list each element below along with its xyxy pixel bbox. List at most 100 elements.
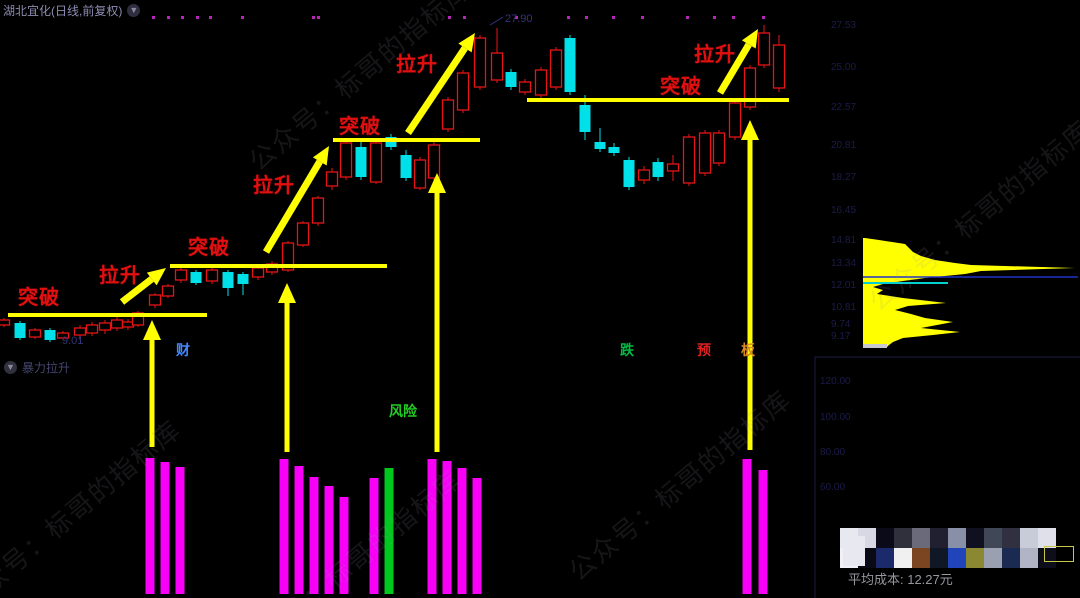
candle-up (712, 132, 726, 164)
candle-up (637, 169, 651, 181)
candle-up (427, 144, 441, 179)
mosaic-cell (876, 548, 894, 568)
candle-up (698, 132, 712, 174)
mosaic-cell (1038, 528, 1056, 548)
volume-bar (427, 459, 437, 594)
volume-bar (472, 478, 482, 594)
price-axis-label: 14.81 (831, 235, 857, 246)
chevron-down-icon[interactable]: ▼ (4, 361, 17, 374)
candle-down (608, 147, 620, 153)
indicator-axis-label: 120.00 (820, 376, 851, 387)
volume-bar (442, 461, 452, 594)
signal-dot (448, 16, 451, 19)
signal-dot (167, 16, 170, 19)
annotation-breakout: 突破 (339, 116, 381, 138)
signal-char: 风险 (389, 403, 417, 419)
candle-down (222, 272, 234, 288)
mosaic-cell (948, 528, 966, 548)
mosaic-blob (843, 536, 865, 566)
mosaic-cell (1002, 528, 1020, 548)
candle-up (281, 242, 295, 271)
mosaic-cell (876, 528, 894, 548)
candle-up (743, 67, 757, 108)
candle-down (237, 274, 249, 284)
annotation-pullup: 拉升 (253, 175, 295, 197)
candle-up (110, 319, 124, 329)
price-axis-label: 20.81 (831, 140, 857, 151)
signal-arrow-shaft (149, 338, 155, 447)
chevron-down-icon[interactable]: ▼ (127, 4, 141, 17)
annotation-arrow-shaft (716, 42, 752, 95)
volume-bar (339, 497, 349, 594)
signal-dot (641, 16, 644, 19)
signal-dot (762, 16, 765, 19)
chip-distribution (863, 238, 1075, 348)
candle-up (339, 142, 353, 178)
candle-down (190, 272, 202, 283)
annotation-breakout: 突破 (660, 76, 702, 98)
signal-arrow-head (741, 120, 759, 140)
mosaic-cell (912, 548, 930, 568)
candle-up (296, 222, 310, 246)
signal-dot (686, 16, 689, 19)
signal-dot (612, 16, 615, 19)
avg-cost-label: 平均成本: 12.27元 (848, 572, 953, 587)
signal-arrow-shaft (747, 138, 753, 450)
price-axis-label: 10.81 (831, 302, 857, 313)
breakout-line (170, 264, 387, 268)
annotation-arrow-head (741, 29, 758, 49)
candle-down (564, 38, 576, 92)
mosaic-cell (912, 528, 930, 548)
price-axis-label: 9.74 (831, 319, 851, 330)
annotation-arrow-head (458, 33, 475, 53)
mosaic-cell (1020, 548, 1038, 568)
signal-dot (585, 16, 588, 19)
signal-dot (152, 16, 155, 19)
annotation-pullup: 拉升 (396, 54, 438, 76)
indicator-header: ▼ 暴力拉升 (4, 359, 70, 376)
candle-down (14, 323, 26, 338)
mosaic-cell (966, 548, 984, 568)
signal-dot (713, 16, 716, 19)
candle-up (772, 44, 786, 89)
signal-dot (312, 16, 315, 19)
volume-bar (457, 468, 467, 594)
high-marker-tick (489, 16, 504, 26)
indicator-axis-label: 80.00 (820, 447, 846, 458)
mosaic-cell (894, 548, 912, 568)
candle-up (56, 332, 70, 339)
indicator-axis-label: 60.00 (820, 482, 846, 493)
annotation-arrow-head (146, 268, 166, 286)
mosaic-cell (1002, 548, 1020, 568)
candle-down (400, 155, 412, 178)
signal-char: 财 (176, 342, 190, 358)
candle-down (355, 147, 367, 177)
annotation-breakout: 突破 (188, 237, 230, 259)
volume-bar (160, 462, 170, 594)
candle-up (369, 142, 383, 183)
signal-char: 板 (741, 342, 755, 358)
low-price-marker: 9.01 (62, 335, 84, 347)
signal-arrow-head (278, 283, 296, 303)
candle-up (682, 136, 696, 184)
annotation-breakout: 突破 (18, 287, 60, 309)
price-axis-label: 18.27 (831, 172, 857, 183)
price-axis-label: 16.45 (831, 205, 857, 216)
price-axis-label: 9.17 (831, 331, 851, 342)
candle-up (456, 72, 470, 111)
signal-arrow-head (428, 173, 446, 193)
price-axis-label: 27.53 (831, 20, 857, 31)
annotation-arrow-shaft (405, 46, 468, 135)
candle-up (413, 159, 427, 189)
candle-up (441, 99, 455, 130)
signal-dot (181, 16, 184, 19)
signal-dot (567, 16, 570, 19)
signal-char: 预 (697, 342, 711, 358)
signal-arrow-head (143, 320, 161, 340)
candle-up (549, 49, 563, 88)
breakout-line (333, 138, 480, 142)
signal-dot (241, 16, 244, 19)
volume-bar (175, 467, 185, 594)
